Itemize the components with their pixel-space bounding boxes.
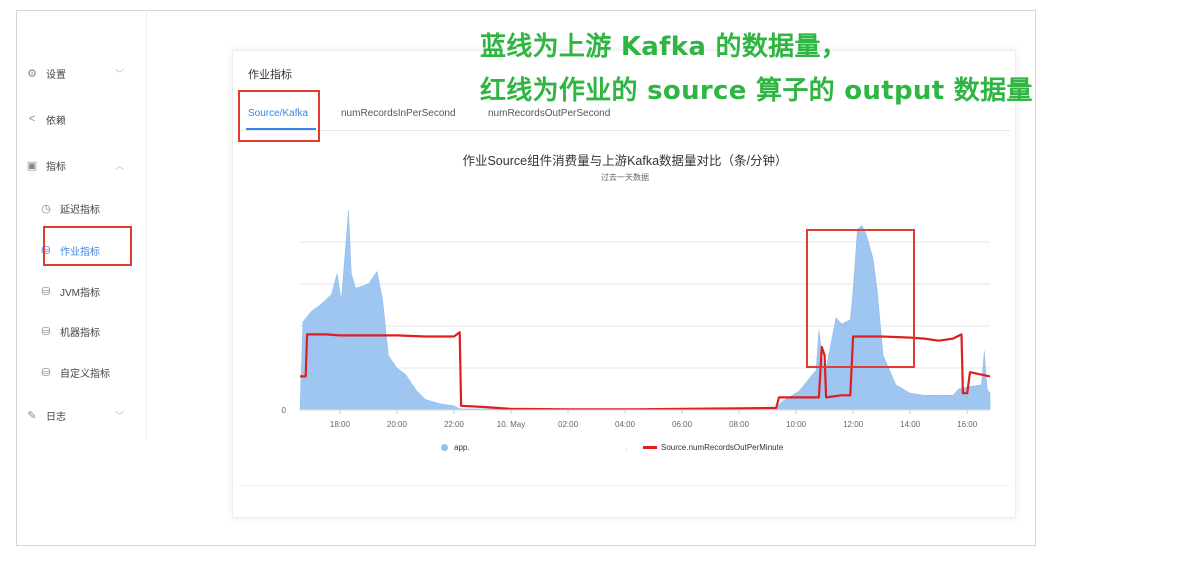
legend-item-source[interactable]: Source.numRecordsOutPerMinute bbox=[643, 443, 783, 452]
x-tick-label: 08:00 bbox=[729, 420, 750, 429]
annotation-line-2: 红线为作业的 source 算子的 output 数据量 bbox=[480, 76, 1033, 106]
sidebar-item-1[interactable]: < 依赖 bbox=[24, 108, 124, 130]
active-tab-indicator bbox=[246, 128, 316, 130]
database-icon: ⛁ bbox=[41, 244, 51, 257]
x-tick-label: 16:00 bbox=[957, 420, 978, 429]
x-tick-label: 10:00 bbox=[786, 420, 807, 429]
sidebar-item-label: 设置 bbox=[46, 69, 66, 81]
highlight-box-chart bbox=[806, 229, 915, 368]
sidebar-item-8[interactable]: ✎ 日志 ﹀ bbox=[24, 404, 124, 426]
legend-separator: · bbox=[625, 445, 628, 454]
sidebar-item-label: 作业指标 bbox=[60, 246, 100, 258]
x-tick-label: 12:00 bbox=[843, 420, 864, 429]
x-tick-label: 14:00 bbox=[900, 420, 921, 429]
x-tick-label: 02:00 bbox=[558, 420, 579, 429]
sidebar bbox=[16, 10, 147, 440]
x-tick-label: 06:00 bbox=[672, 420, 693, 429]
sidebar-item-7[interactable]: ⛁ 自定义指标 bbox=[38, 361, 138, 383]
clock-icon: ◷ bbox=[41, 202, 51, 215]
sidebar-item-label: 日志 bbox=[46, 411, 66, 423]
database-icon: ⛁ bbox=[41, 325, 51, 338]
sidebar-item-label: 自定义指标 bbox=[60, 368, 110, 380]
tab-bar: Source/Kafka numRecordsInPerSecond numRe… bbox=[240, 100, 1010, 131]
card-divider bbox=[238, 485, 1010, 486]
x-tick-label: 20:00 bbox=[387, 420, 408, 429]
sidebar-item-5[interactable]: ⛁ JVM指标 bbox=[38, 280, 138, 302]
x-tick-label: 04:00 bbox=[615, 420, 636, 429]
x-tick-label: 22:00 bbox=[444, 420, 465, 429]
chart-title: 作业Source组件消费量与上游Kafka数据量对比（条/分钟） bbox=[462, 154, 788, 168]
y-tick-label: 0 bbox=[282, 406, 287, 415]
tab-num-records-in[interactable]: numRecordsInPerSecond bbox=[341, 108, 456, 119]
sidebar-item-2[interactable]: ▣ 指标 ︿ bbox=[24, 154, 124, 176]
chevron-icon: ﹀ bbox=[114, 410, 124, 421]
sidebar-item-0[interactable]: ⚙ 设置 ﹀ bbox=[24, 62, 124, 84]
chevron-icon: ﹀ bbox=[114, 68, 124, 79]
series-line-source bbox=[300, 331, 991, 411]
sidebar-item-label: 指标 bbox=[46, 161, 66, 173]
legend-label-source: Source.numRecordsOutPerMinute bbox=[661, 443, 784, 452]
database-icon: ⛁ bbox=[41, 285, 51, 298]
sidebar-item-label: 依赖 bbox=[46, 115, 66, 127]
x-tick-label: 18:00 bbox=[330, 420, 351, 429]
chevron-icon: ︿ bbox=[114, 160, 124, 171]
series-area-app bbox=[299, 210, 991, 411]
image-icon: ▣ bbox=[26, 159, 38, 172]
annotation-line-1: 蓝线为上游 Kafka 的数据量， bbox=[480, 32, 848, 62]
sidebar-item-label: 延迟指标 bbox=[60, 204, 100, 216]
tab-num-records-out[interactable]: numRecordsOutPerSecond bbox=[488, 108, 611, 119]
sidebar-item-3[interactable]: ◷ 延迟指标 bbox=[38, 197, 138, 219]
legend-label-app: app. bbox=[454, 443, 470, 452]
sidebar-item-label: JVM指标 bbox=[60, 287, 100, 299]
highlight-box-tab bbox=[238, 90, 320, 142]
sidebar-item-6[interactable]: ⛁ 机器指标 bbox=[38, 320, 138, 342]
gear-icon: ⚙ bbox=[27, 67, 37, 80]
legend-item-app[interactable]: app. bbox=[441, 443, 470, 452]
highlight-box-job-metrics bbox=[43, 226, 132, 266]
database-icon: ⛁ bbox=[41, 366, 51, 379]
legend-dot-icon bbox=[441, 444, 448, 451]
share-icon: < bbox=[28, 113, 36, 125]
card-title: 作业指标 bbox=[248, 69, 292, 81]
x-tick-label: 10. May bbox=[497, 420, 525, 429]
edit-icon: ✎ bbox=[27, 409, 37, 422]
chart-subtitle: 过去一天数据 bbox=[601, 173, 649, 182]
legend-line-icon bbox=[643, 446, 657, 449]
sidebar-item-4[interactable]: ⛁ 作业指标 bbox=[38, 239, 138, 261]
tab-source-kafka[interactable]: Source/Kafka bbox=[248, 108, 309, 119]
sidebar-item-label: 机器指标 bbox=[60, 327, 100, 339]
